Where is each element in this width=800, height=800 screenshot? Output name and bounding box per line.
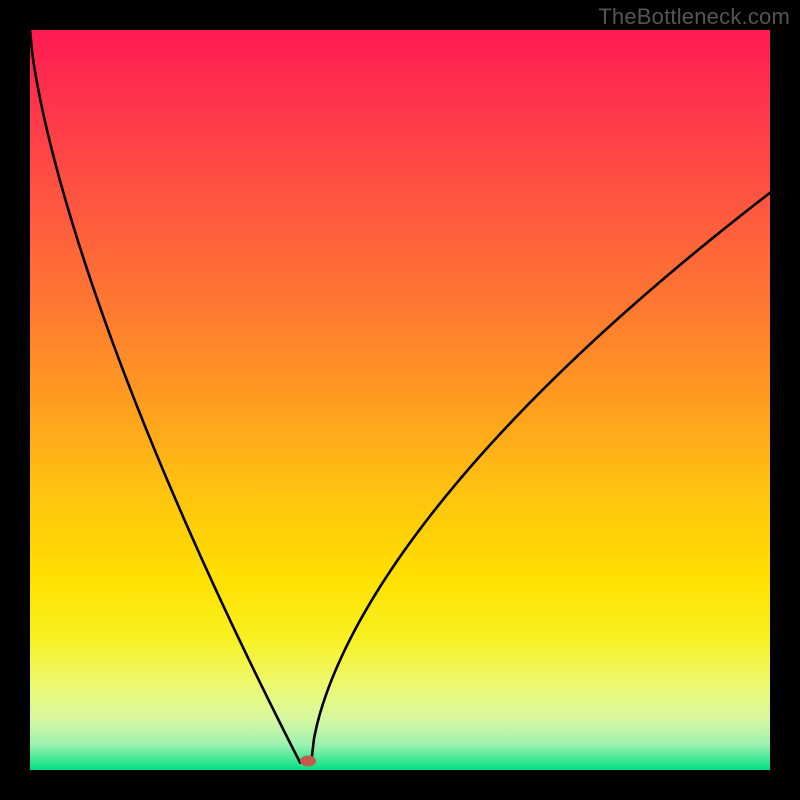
curve-svg: [30, 30, 770, 770]
plot-area: [30, 30, 770, 770]
chart-frame: TheBottleneck.com: [0, 0, 800, 800]
trough-marker: [300, 756, 316, 767]
watermark-text: TheBottleneck.com: [598, 4, 790, 30]
bottleneck-curve: [30, 30, 770, 763]
